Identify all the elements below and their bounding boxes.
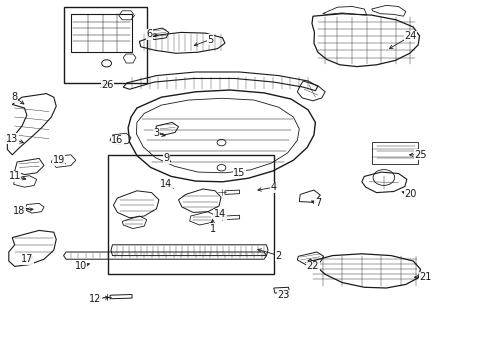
Text: 17: 17 [20, 254, 33, 264]
Text: 4: 4 [270, 182, 276, 192]
Text: 12: 12 [89, 294, 102, 304]
Text: 8: 8 [12, 92, 18, 102]
Text: 5: 5 [207, 35, 213, 45]
Text: 9: 9 [163, 153, 169, 163]
Text: 20: 20 [404, 189, 416, 199]
Bar [107, 155, 273, 274]
Text: 14: 14 [213, 209, 226, 219]
Text: 21: 21 [418, 272, 431, 282]
Text: 16: 16 [111, 135, 123, 145]
Text: 26: 26 [99, 80, 111, 90]
Text: 24: 24 [404, 31, 416, 41]
Text: 14: 14 [160, 179, 172, 189]
Text: 15: 15 [233, 168, 245, 178]
Text: 22: 22 [306, 261, 319, 271]
Text: 13: 13 [6, 134, 19, 144]
Text: 19: 19 [52, 155, 65, 165]
Text: 10: 10 [74, 261, 87, 271]
Bar [63, 7, 146, 83]
Text: 18: 18 [13, 206, 26, 216]
Bar [371, 142, 417, 164]
Text: 7: 7 [314, 198, 320, 208]
Text: 11: 11 [8, 171, 21, 181]
Text: 1: 1 [209, 224, 215, 234]
Text: 6: 6 [146, 29, 152, 39]
Text: 23: 23 [277, 290, 289, 300]
Text: 3: 3 [153, 128, 159, 138]
Text: 25: 25 [413, 150, 426, 160]
Text: 2: 2 [275, 251, 281, 261]
Text: 26: 26 [101, 80, 114, 90]
